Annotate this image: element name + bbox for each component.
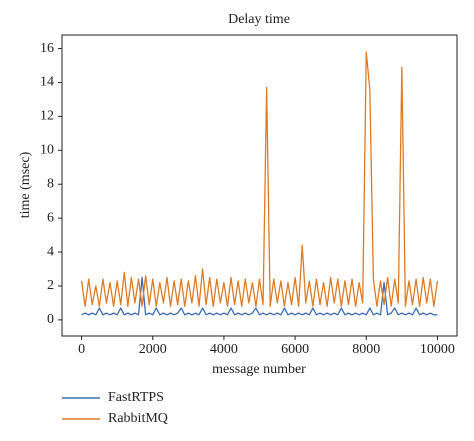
y-tick-label: 10 bbox=[40, 143, 54, 158]
series-line bbox=[80, 51, 439, 307]
x-axis-label: message number bbox=[212, 362, 306, 377]
y-tick-label: 14 bbox=[40, 75, 54, 90]
y-tick-label: 4 bbox=[47, 244, 54, 259]
legend-label: FastRTPS bbox=[108, 390, 164, 405]
y-tick-label: 16 bbox=[40, 41, 54, 56]
x-tick-label: 2000 bbox=[139, 342, 167, 357]
plot-frame bbox=[61, 34, 458, 337]
y-tick-label: 6 bbox=[47, 210, 54, 225]
chart-title: Delay time bbox=[228, 12, 290, 27]
y-tick-label: 12 bbox=[40, 109, 54, 124]
y-tick-label: 8 bbox=[47, 176, 54, 191]
x-tick-label: 4000 bbox=[210, 342, 238, 357]
y-axis-label: time (msec) bbox=[18, 151, 33, 218]
series-line bbox=[81, 276, 438, 316]
x-tick-label: 10000 bbox=[420, 342, 455, 357]
x-tick-label: 8000 bbox=[352, 342, 380, 357]
legend-label: RabbitMQ bbox=[108, 411, 168, 426]
x-tick-label: 0 bbox=[78, 342, 85, 357]
y-tick-label: 0 bbox=[47, 312, 54, 327]
y-tick-label: 2 bbox=[47, 278, 54, 293]
x-tick-label: 6000 bbox=[281, 342, 309, 357]
